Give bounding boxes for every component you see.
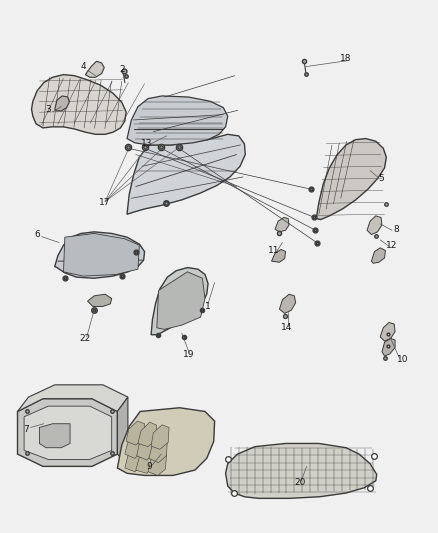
Polygon shape: [64, 233, 139, 276]
Polygon shape: [148, 452, 166, 475]
Polygon shape: [149, 438, 167, 463]
Polygon shape: [316, 139, 386, 220]
Polygon shape: [136, 450, 154, 473]
Polygon shape: [371, 248, 385, 263]
Polygon shape: [275, 217, 289, 232]
Polygon shape: [367, 216, 382, 235]
Polygon shape: [24, 406, 112, 459]
Text: 10: 10: [397, 356, 409, 364]
Polygon shape: [125, 434, 144, 458]
Polygon shape: [18, 399, 117, 466]
Text: 7: 7: [23, 425, 29, 433]
Polygon shape: [126, 421, 145, 445]
Polygon shape: [157, 272, 205, 329]
Polygon shape: [138, 422, 157, 447]
Text: 20: 20: [294, 478, 306, 487]
Polygon shape: [127, 96, 228, 145]
Polygon shape: [151, 425, 169, 449]
Text: 6: 6: [34, 230, 40, 239]
Text: 4: 4: [81, 62, 86, 71]
Polygon shape: [39, 424, 70, 448]
Polygon shape: [32, 75, 126, 134]
Polygon shape: [279, 294, 296, 313]
Text: 2: 2: [120, 65, 125, 74]
Text: 12: 12: [386, 241, 398, 249]
Text: 13: 13: [141, 140, 152, 148]
Polygon shape: [55, 96, 69, 111]
Polygon shape: [382, 338, 395, 356]
Text: 5: 5: [378, 174, 384, 183]
Text: 11: 11: [268, 246, 279, 255]
Text: 19: 19: [183, 350, 194, 359]
Text: 18: 18: [340, 54, 352, 63]
Polygon shape: [117, 408, 215, 475]
Polygon shape: [151, 268, 208, 335]
Polygon shape: [55, 232, 145, 278]
Text: 1: 1: [205, 302, 211, 311]
Polygon shape: [117, 397, 128, 457]
Polygon shape: [137, 436, 155, 460]
Text: 17: 17: [99, 198, 111, 207]
Text: 9: 9: [146, 462, 152, 471]
Polygon shape: [127, 134, 245, 214]
Polygon shape: [88, 294, 112, 306]
Polygon shape: [85, 61, 104, 77]
Text: 14: 14: [281, 324, 293, 332]
Polygon shape: [18, 385, 128, 411]
Polygon shape: [380, 322, 395, 341]
Text: 8: 8: [393, 225, 399, 233]
Text: 3: 3: [45, 105, 51, 114]
Polygon shape: [226, 443, 377, 498]
Polygon shape: [125, 449, 142, 472]
Polygon shape: [272, 249, 286, 262]
Text: 22: 22: [80, 334, 91, 343]
